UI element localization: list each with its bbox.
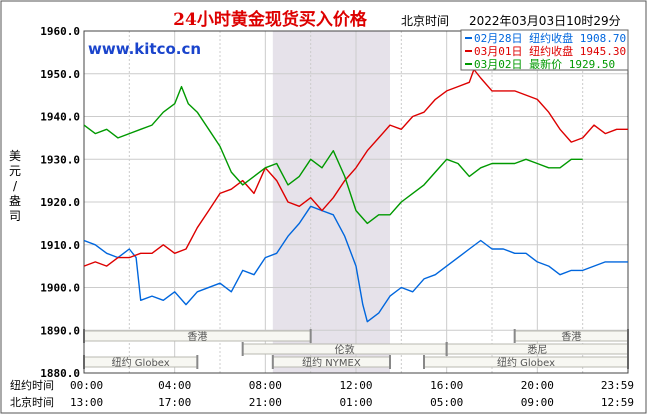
series-line bbox=[83, 205, 628, 323]
x-tick-label-bj: 01:00 bbox=[339, 396, 372, 409]
plot-border bbox=[83, 30, 629, 374]
y-tick-label: 1890.0 bbox=[40, 324, 80, 337]
x-tick-label-ny: 08:00 bbox=[249, 379, 282, 392]
ny-time-row-label: 纽约时间 bbox=[10, 378, 54, 392]
chart-title: 24小时黄金现货买入价格 bbox=[173, 9, 368, 30]
x-tick-label-ny: 23:59 bbox=[601, 379, 634, 392]
bj-time-row-label: 北京时间 bbox=[10, 395, 54, 409]
x-tick-label-bj: 13:00 bbox=[70, 396, 103, 409]
x-tick-label-ny: 12:00 bbox=[339, 379, 372, 392]
svg-text:元: 元 bbox=[9, 164, 21, 178]
market-session-start-tick bbox=[423, 355, 425, 369]
x-tick-label-ny: 20:00 bbox=[521, 379, 554, 392]
market-session-label: 香港 bbox=[187, 331, 207, 343]
legend: 02月28日 纽约收盘 1908.70 03月01日 纽约收盘 1945.30 … bbox=[460, 29, 629, 71]
y-tick-label: 1880.0 bbox=[40, 367, 80, 380]
market-session-label: 纽约 Globex bbox=[112, 356, 170, 369]
x-tick-label-ny: 00:00 bbox=[70, 379, 103, 392]
market-session-label: 悉尼 bbox=[527, 344, 547, 356]
svg-text:司: 司 bbox=[9, 209, 21, 223]
series-line bbox=[83, 68, 628, 267]
market-session-label: 纽约 NYMEX bbox=[302, 356, 361, 369]
x-tick-label-ny: 04:00 bbox=[158, 379, 191, 392]
series-line bbox=[83, 85, 583, 225]
watermark: www.kitco.cn bbox=[88, 40, 201, 58]
market-session-start-tick bbox=[445, 342, 448, 356]
legend-item: 03月02日 最新价 1929.50 bbox=[474, 57, 615, 71]
y-tick-label: 1900.0 bbox=[40, 282, 80, 295]
y-tick-label: 1910.0 bbox=[40, 239, 80, 252]
market-session-start-tick bbox=[271, 355, 274, 369]
y-tick-label: 1930.0 bbox=[40, 153, 80, 166]
market-session-end-tick bbox=[309, 329, 312, 343]
x-tick-label-bj: 17:00 bbox=[158, 396, 191, 409]
x-tick-label-bj: 05:00 bbox=[430, 396, 463, 409]
timezone-label: 北京时间 bbox=[401, 14, 449, 28]
market-session-start-tick bbox=[513, 329, 516, 343]
timestamp: 2022年03月03日10时29分 bbox=[469, 14, 621, 28]
legend-box bbox=[460, 29, 629, 71]
x-tick-label-ny: 16:00 bbox=[430, 379, 463, 392]
x-tick-label-bj: 09:00 bbox=[521, 396, 554, 409]
market-session-start-tick bbox=[241, 342, 244, 356]
y-axis-label: 美 元 / 盎 司 bbox=[9, 149, 21, 223]
x-tick-label-bj: 21:00 bbox=[249, 396, 282, 409]
market-session-label: 伦敦 bbox=[335, 343, 355, 356]
market-session-label: 香港 bbox=[561, 331, 581, 343]
svg-text:/: / bbox=[13, 179, 18, 193]
market-session-end-tick bbox=[196, 355, 199, 369]
y-tick-label: 1940.0 bbox=[40, 111, 80, 124]
svg-text:美: 美 bbox=[9, 149, 21, 163]
y-tick-label: 1920.0 bbox=[40, 196, 80, 209]
y-tick-label: 1960.0 bbox=[40, 25, 80, 38]
market-session-label: 纽约 Globex bbox=[497, 356, 555, 369]
legend-item: 03月01日 纽约收盘 1945.30 bbox=[474, 44, 626, 58]
x-tick-label-bj: 12:59 bbox=[601, 396, 634, 409]
market-session-end-tick bbox=[389, 355, 391, 369]
legend-item: 02月28日 纽约收盘 1908.70 bbox=[474, 31, 626, 45]
svg-text:盎: 盎 bbox=[9, 194, 21, 208]
y-tick-label: 1950.0 bbox=[40, 68, 80, 81]
